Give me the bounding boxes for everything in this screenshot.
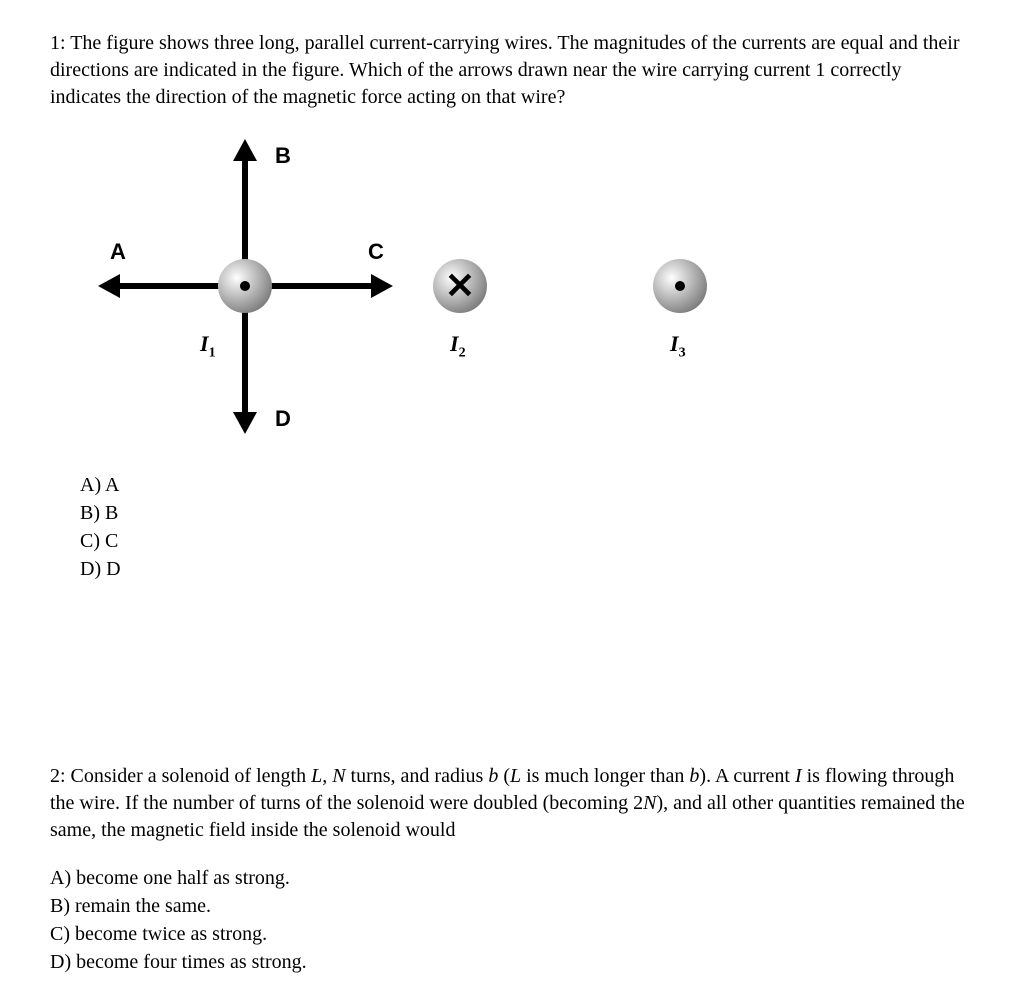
q1-choice-d: D) D: [80, 555, 974, 583]
q2-L: L: [311, 765, 322, 787]
q2-choice-c: C) become twice as strong.: [50, 920, 974, 948]
arrow-right-line: [265, 283, 373, 289]
q2-text: 2: Consider a solenoid of length L, N tu…: [50, 763, 974, 844]
wire-1-label-i: I: [200, 331, 209, 356]
arrow-label-c: C: [368, 239, 384, 265]
arrow-label-a: A: [110, 239, 126, 265]
q1-text: 1: The figure shows three long, parallel…: [50, 30, 974, 111]
arrow-down-head: [233, 412, 257, 434]
q2-t3: turns, and radius: [346, 765, 489, 787]
wire-3-dot-icon: [675, 281, 685, 291]
wire-2-label: I2: [450, 331, 466, 361]
wire-3-sphere: [653, 259, 707, 313]
q1-choices: A) A B) B C) C D) D: [80, 471, 974, 583]
arrow-left-line: [118, 283, 226, 289]
arrow-up-head: [233, 139, 257, 161]
wire-3-label: I3: [670, 331, 686, 361]
arrow-label-d: D: [275, 406, 291, 432]
arrow-down-line: [242, 306, 248, 414]
q2-t6: ). A current: [699, 765, 795, 787]
wire-1-label: I1: [200, 331, 216, 361]
arrow-label-b: B: [275, 143, 291, 169]
q2-N2: N: [643, 792, 656, 814]
wire-3-label-i: I: [670, 331, 679, 356]
q2-N: N: [332, 765, 345, 787]
arrow-left-head: [98, 274, 120, 298]
q1-figure: B D A C I1 ✕ I2 I3: [80, 131, 780, 451]
wire-2-sphere: ✕: [433, 259, 487, 313]
q2-t5: is much longer than: [521, 765, 689, 787]
wire-2-label-i: I: [450, 331, 459, 356]
q2-choice-b: B) remain the same.: [50, 892, 974, 920]
q2-choice-d: D) become four times as strong.: [50, 948, 974, 976]
q2-I: I: [795, 765, 802, 787]
wire-3-label-sub: 3: [679, 345, 686, 360]
arrow-right-head: [371, 274, 393, 298]
wire-1-label-sub: 1: [209, 345, 216, 360]
q2-choice-a: A) become one half as strong.: [50, 864, 974, 892]
wire-1-sphere: [218, 259, 272, 313]
q1-choice-b: B) B: [80, 499, 974, 527]
wire-1-dot-icon: [240, 281, 250, 291]
q2-b: b: [488, 765, 498, 787]
q1-choice-c: C) C: [80, 527, 974, 555]
q2-b2: b: [689, 765, 699, 787]
q2-t4: (: [498, 765, 510, 787]
wire-2-x-icon: ✕: [445, 268, 475, 304]
wire-2-label-sub: 2: [459, 345, 466, 360]
q2-t1: 2: Consider a solenoid of length: [50, 765, 311, 787]
q2-L2: L: [510, 765, 521, 787]
q2-block: 2: Consider a solenoid of length L, N tu…: [50, 763, 974, 976]
q1-choice-a: A) A: [80, 471, 974, 499]
arrow-up-line: [242, 159, 248, 267]
q2-t2: ,: [322, 765, 332, 787]
q2-choices: A) become one half as strong. B) remain …: [50, 864, 974, 976]
